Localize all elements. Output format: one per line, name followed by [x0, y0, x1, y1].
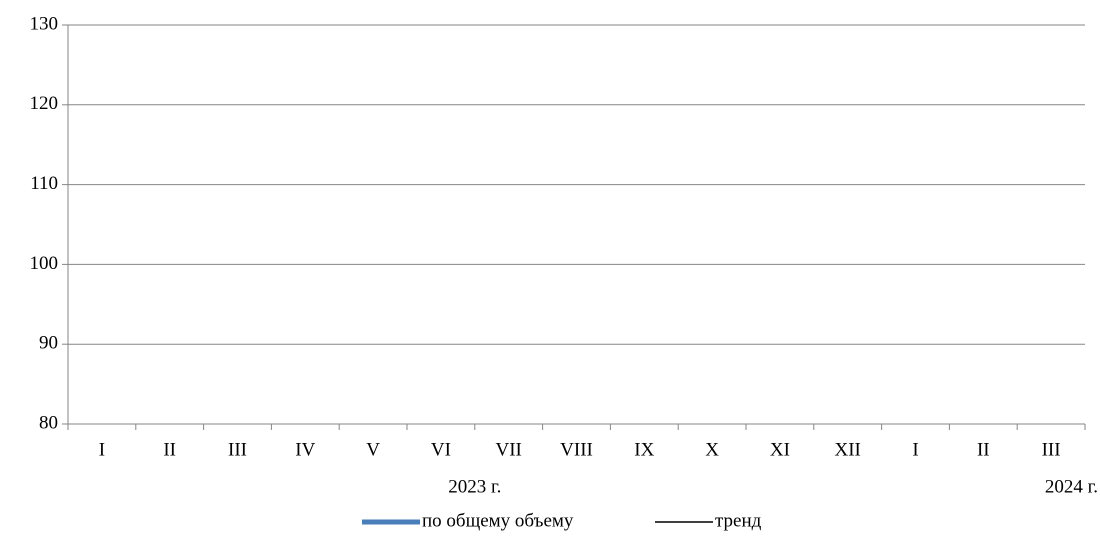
- x-tick-label: IV: [295, 439, 315, 460]
- year-label: 2024 г.: [1045, 476, 1098, 497]
- year-label: 2023 г.: [448, 476, 501, 497]
- x-tick-label: III: [1042, 439, 1061, 460]
- legend-label: тренд: [715, 510, 762, 531]
- x-tick-label: VI: [431, 439, 451, 460]
- x-tick-label: V: [366, 439, 380, 460]
- x-tick-label: I: [99, 439, 105, 460]
- legend-label: по общему объему: [422, 510, 574, 531]
- y-tick-label: 130: [30, 13, 59, 34]
- x-tick-label: XII: [835, 439, 861, 460]
- y-tick-label: 110: [30, 173, 58, 194]
- x-tick-label: II: [977, 439, 990, 460]
- x-tick-label: II: [163, 439, 176, 460]
- y-tick-label: 120: [30, 93, 59, 114]
- x-tick-label: XI: [770, 439, 790, 460]
- x-tick-label: VII: [496, 439, 522, 460]
- x-tick-label: VIII: [560, 439, 593, 460]
- x-tick-label: IX: [634, 439, 654, 460]
- x-tick-label: I: [912, 439, 918, 460]
- x-tick-label: X: [705, 439, 719, 460]
- y-tick-label: 90: [39, 333, 58, 354]
- x-tick-label: III: [228, 439, 247, 460]
- y-tick-label: 80: [39, 412, 58, 433]
- y-tick-label: 100: [30, 253, 59, 274]
